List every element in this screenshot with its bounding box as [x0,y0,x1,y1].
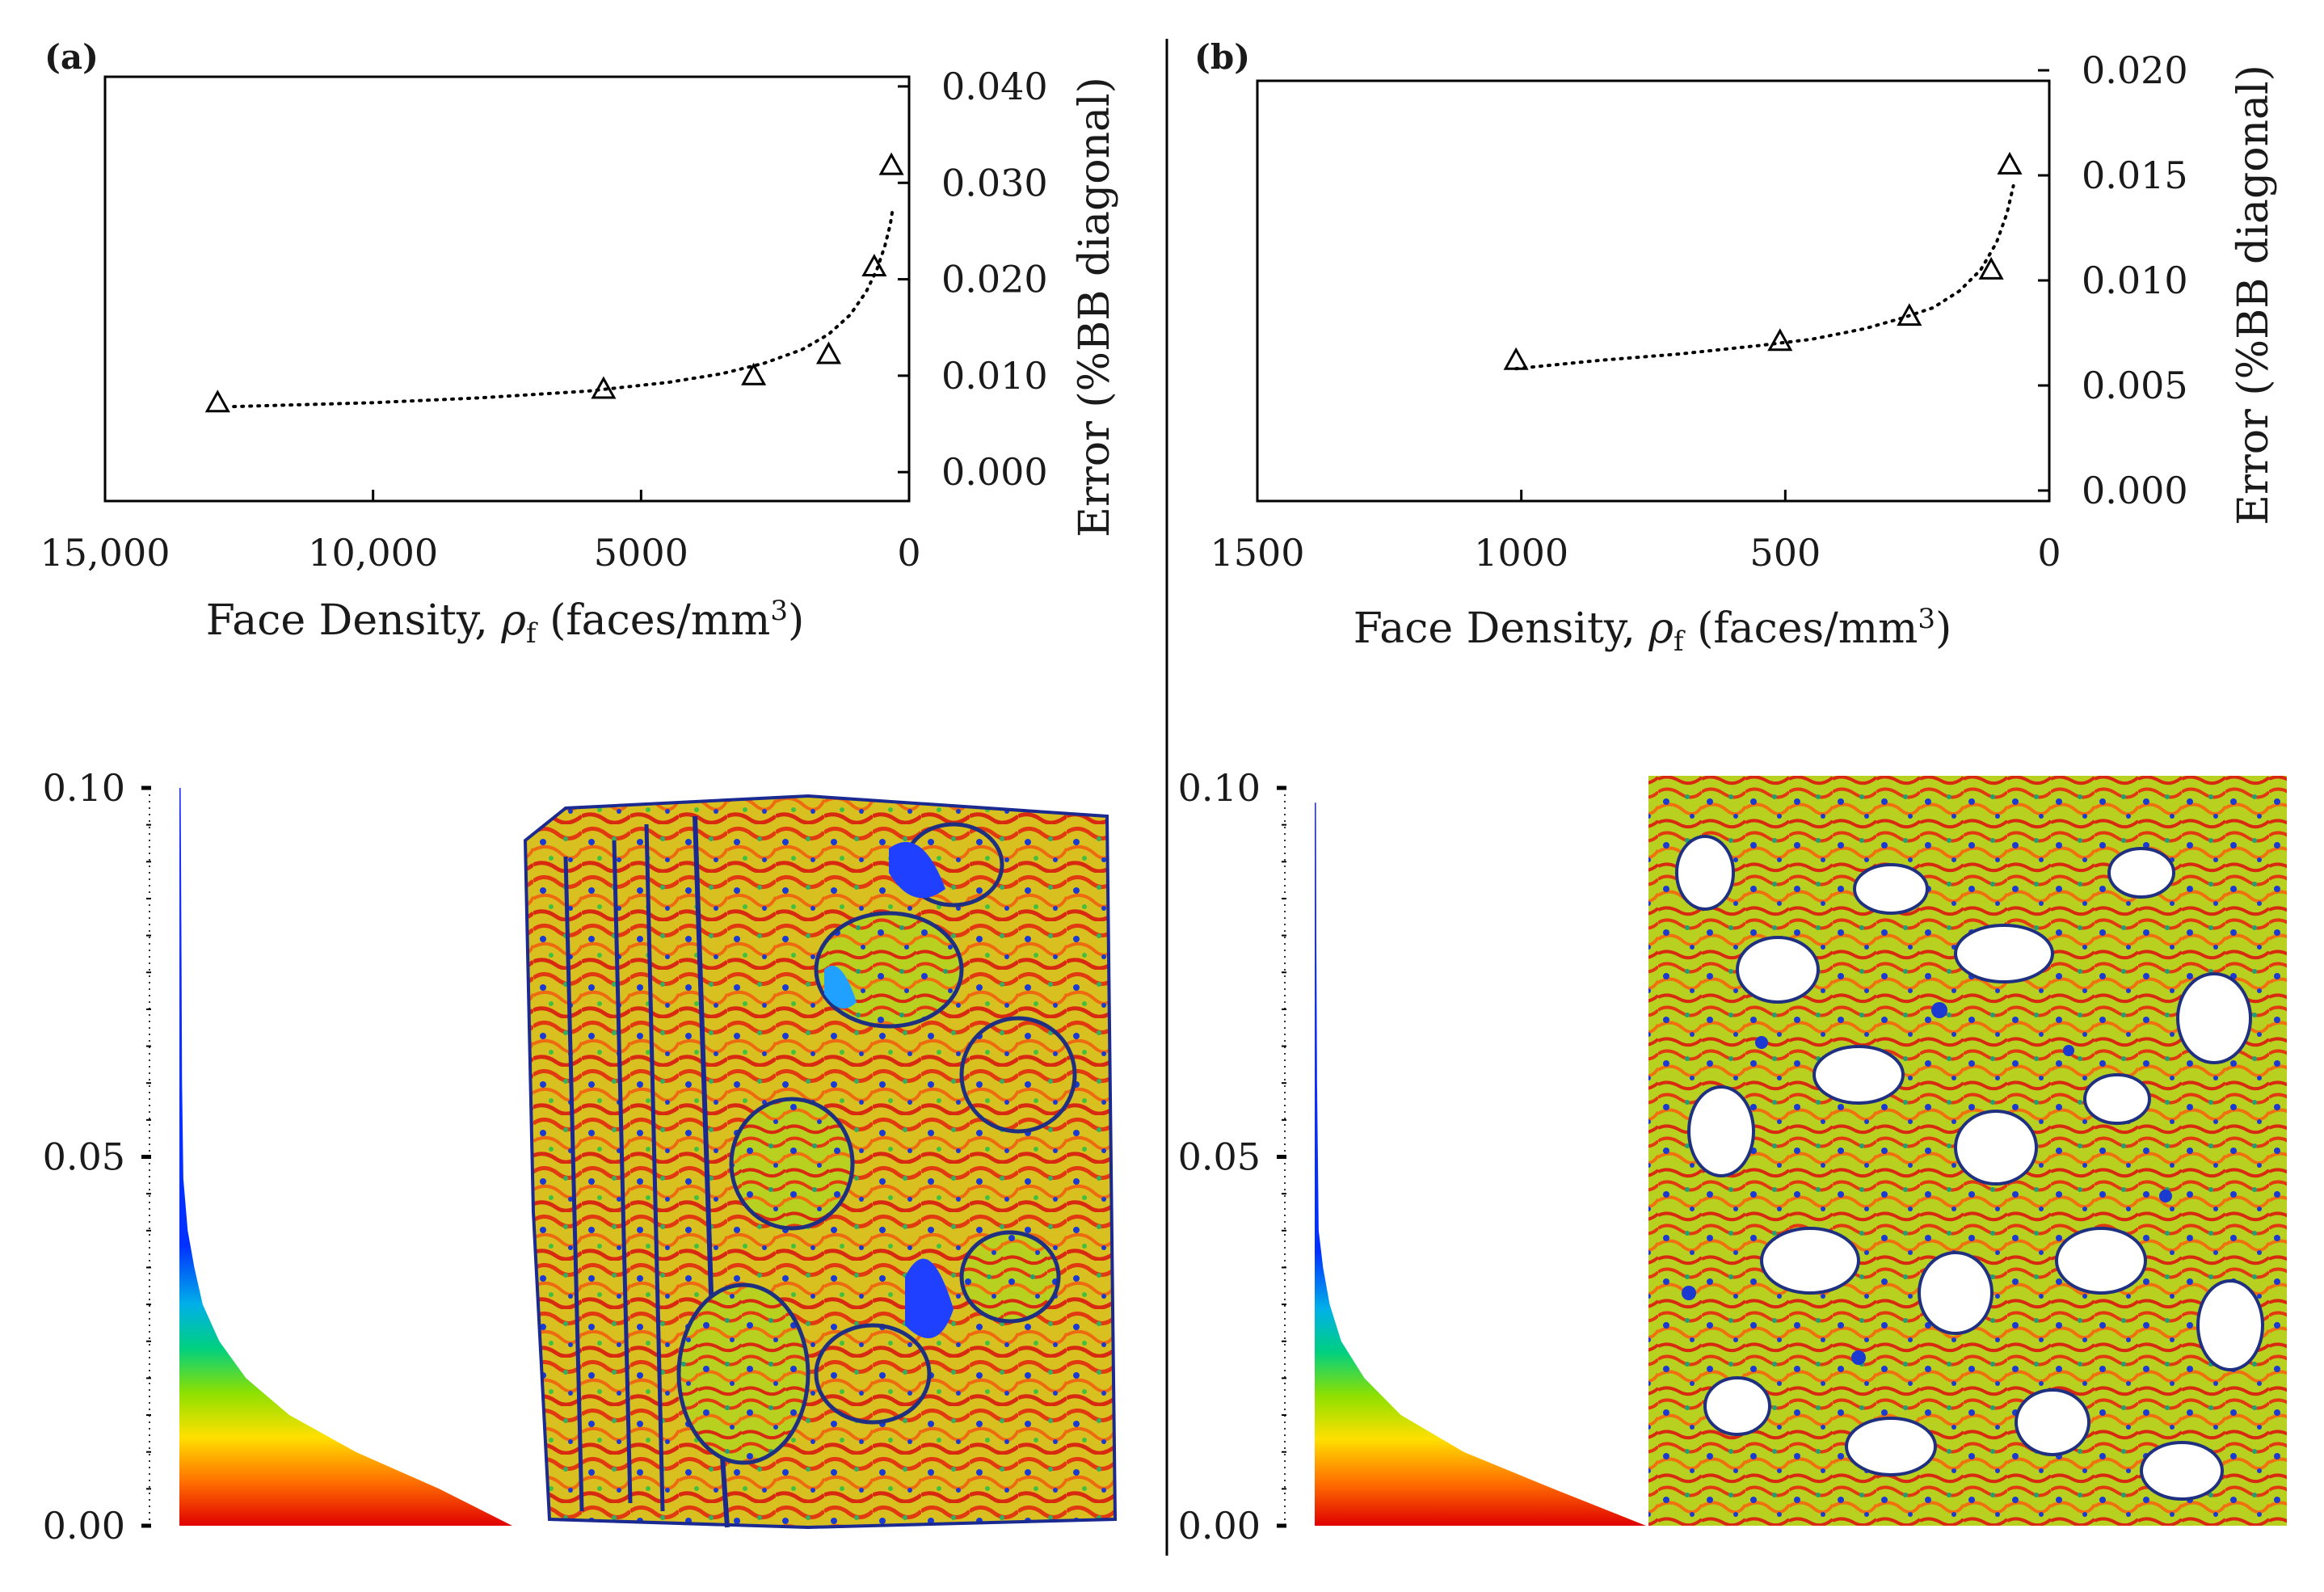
colorbar-tick-label: 0.10 [43,766,125,810]
y-tick-label: 0.010 [2082,259,2188,302]
data-point [741,362,767,385]
data-point [861,253,887,276]
plot-a-x-axis-title: Face Density, ρf (faces/mm3) [206,595,805,650]
data-point [1767,328,1793,352]
bone-render-b [1648,776,2287,1526]
plot-b-x-axis-title: Face Density, ρf (faces/mm3) [1354,603,1952,658]
data-point [204,390,230,413]
data-point [1997,151,2023,175]
plot-a-frame [103,75,911,503]
colorbar-tick-label: 0.05 [1178,1135,1261,1179]
panel-b-label: (b) [1194,37,1250,77]
x-tick-label: 15,000 [40,531,171,575]
y-tick-label: 0.040 [941,65,1048,108]
fit-curve [232,205,895,409]
data-point [1897,303,1922,326]
plot-b-frame [1256,79,2051,503]
y-tick-label: 0.030 [941,161,1048,204]
histogram-b [1315,802,1646,1526]
data-point [1978,256,2004,280]
y-tick-label: 0.015 [2082,154,2188,197]
y-tick-label: 0.005 [2082,364,2188,407]
x-tick-label: 0 [2037,531,2061,575]
y-tick-label: 0.010 [941,354,1048,398]
foam-render-a [523,794,1118,1530]
data-point [1503,347,1529,370]
plot-a: 0.000 0.010 0.020 0.030 0.040 15,000 10,000 50… [40,65,1119,650]
colorbar-tick-label: 0.05 [43,1135,125,1179]
histogram-a [179,788,512,1526]
plot-b-y-axis-title: Error (%BB diagonal) [2229,65,2278,525]
data-point [878,152,904,175]
data-point [591,376,617,399]
panel-a-label: (a) [44,37,99,77]
colorbar-b: 0.00 0.05 0.10 [1178,766,1646,1548]
plot-b: 0.000 0.005 0.010 0.015 0.020 1500 1000 500 0 F… [1210,48,2278,658]
x-tick-label: 500 [1749,531,1821,575]
x-tick-label: 0 [897,531,920,575]
y-tick-label: 0.000 [941,450,1048,494]
x-tick-label: 5000 [594,531,688,575]
colorbar-tick-label: 0.00 [43,1504,125,1548]
fit-curve [1514,184,2015,371]
x-tick-label: 10,000 [308,531,438,575]
x-tick-label: 1000 [1474,531,1568,575]
colorbar-tick-label: 0.10 [1178,766,1261,810]
y-tick-label: 0.020 [2082,48,2188,92]
colorbar-tick-label: 0.00 [1178,1504,1261,1548]
colorbar-a: 0.00 0.05 0.10 [43,766,512,1548]
y-tick-label: 0.020 [941,258,1048,301]
plot-a-y-axis-title: Error (%BB diagonal) [1071,77,1119,537]
data-point [815,341,842,364]
y-tick-label: 0.000 [2082,469,2188,512]
x-tick-label: 1500 [1210,531,1304,575]
